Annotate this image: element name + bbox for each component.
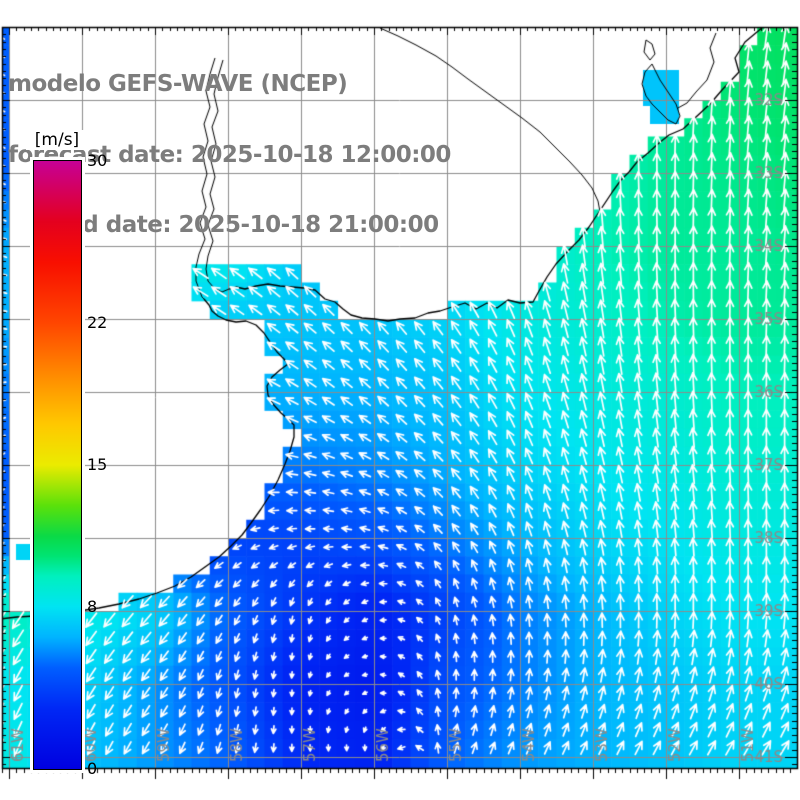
colorbar: [33, 160, 82, 770]
colorbar-tick-label: 0: [87, 759, 98, 778]
colorbar-tick-label: 15: [87, 455, 108, 474]
colorbar-tick-label: 8: [87, 596, 98, 616]
map-title: modelo GEFS-WAVE (NCEP) forecast date: 2…: [8, 26, 451, 285]
colorbar-tick-label: 30: [87, 151, 108, 170]
model-name-label: modelo GEFS-WAVE (NCEP): [8, 71, 348, 97]
colorbar-units-label: [m/s]: [26, 130, 88, 150]
colorbar-tick-label: 22: [87, 313, 108, 333]
